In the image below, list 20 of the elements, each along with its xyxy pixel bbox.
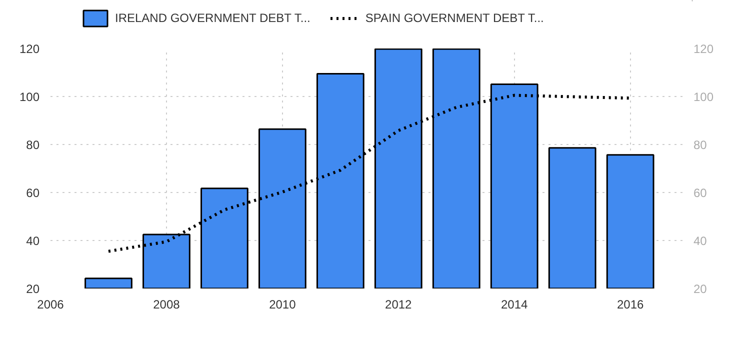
x-tick-label: 2016 (616, 298, 644, 312)
y-tick-label: 60 (26, 186, 40, 200)
legend-label: IRELAND GOVERNMENT DEBT T... (115, 11, 310, 25)
y2-tick-label: 40 (694, 234, 708, 248)
x-tick-label: 2014 (501, 298, 528, 312)
y2-tick-label: 60 (694, 186, 708, 200)
x-tick-label: 2008 (153, 298, 180, 312)
x-tick-label: 2006 (37, 298, 64, 312)
legend-label: SPAIN GOVERNMENT DEBT T... (365, 11, 544, 25)
y-tick-label: 20 (26, 282, 40, 296)
y-tick-label: 40 (26, 234, 40, 248)
x-tick-label: 2012 (385, 298, 412, 312)
y-tick-label: 80 (26, 138, 40, 152)
y2-tick-label: 100 (694, 90, 714, 104)
y-tick-label: 100 (19, 90, 40, 104)
x-tick-label: 2010 (269, 298, 296, 312)
y2-tick-label: 20 (694, 282, 708, 296)
y2-tick-label: 80 (694, 138, 708, 152)
y-tick-label: 120 (19, 42, 40, 56)
y2-tick-label: 120 (694, 42, 714, 56)
